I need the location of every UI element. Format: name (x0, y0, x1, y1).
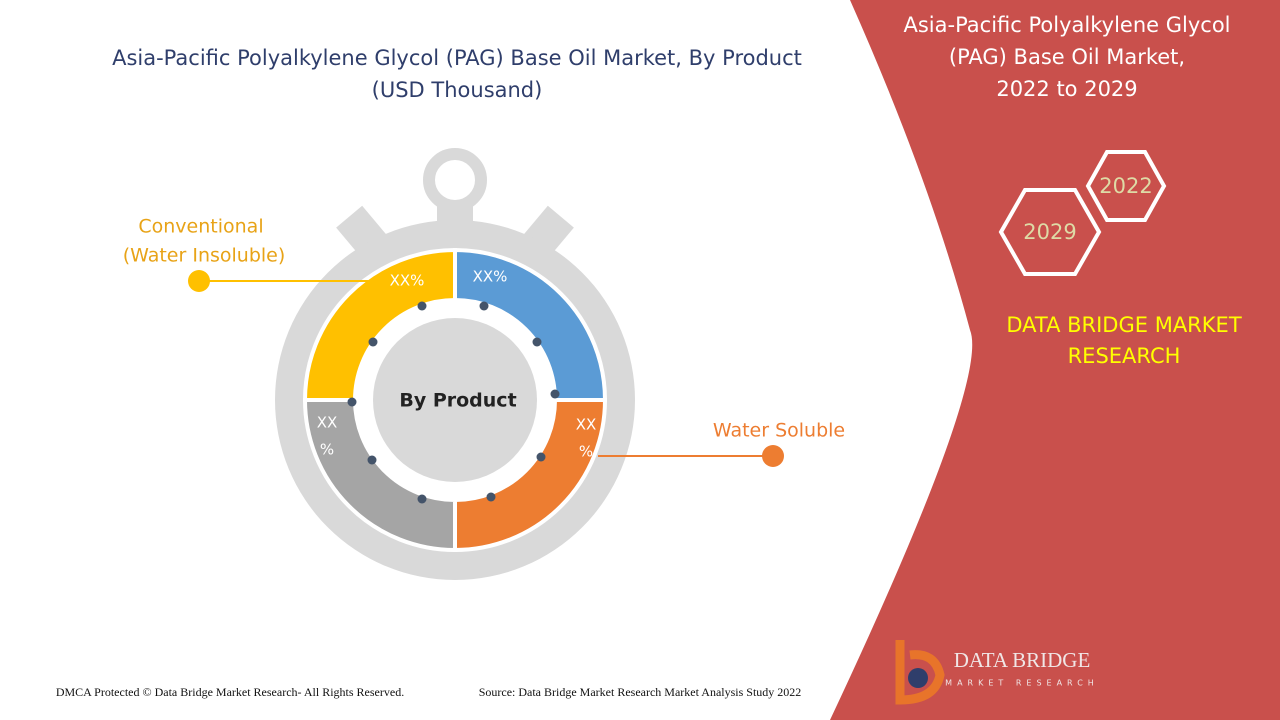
segment-label: XX% (390, 272, 425, 290)
brand-text: RESEARCH (1068, 344, 1181, 368)
panel-title: Asia-Pacific Polyalkylene Glycol (904, 13, 1231, 37)
segment-label: XX (317, 414, 338, 432)
year-label: 2029 (1023, 220, 1076, 244)
segment-label: XX (576, 416, 597, 434)
footer-copyright: DMCA Protected © Data Bridge Market Rese… (56, 685, 404, 699)
segment-label: % (320, 441, 334, 459)
year-label: 2022 (1099, 174, 1152, 198)
side-panel (830, 0, 1280, 720)
logo-name: DATA BRIDGE (954, 648, 1091, 672)
callout-dot (762, 445, 784, 467)
brand-text: DATA BRIDGE MARKET (1006, 313, 1241, 337)
footer-source: Source: Data Bridge Market Research Mark… (479, 685, 802, 699)
panel-title: (PAG) Base Oil Market, (949, 45, 1185, 69)
logo-tagline: MARKET RESEARCH (945, 679, 1099, 688)
stopwatch (275, 148, 635, 580)
hexagon (1085, 150, 1167, 222)
callout-dot (188, 270, 210, 292)
logo: DATA BRIDGE MARKET RESEARCH (895, 640, 1099, 705)
panel-title: 2022 to 2029 (996, 77, 1137, 101)
chart-title: Asia-Pacific Polyalkylene Glycol (PAG) B… (112, 46, 802, 70)
hexagon (998, 188, 1102, 276)
callout-label: Water Soluble (713, 420, 845, 442)
callout-label: (Water Insoluble) (123, 245, 286, 267)
center-label: By Product (399, 390, 516, 412)
segment-label: XX% (473, 268, 508, 286)
segment-label: % (579, 443, 593, 461)
chart-subtitle: (USD Thousand) (372, 78, 543, 102)
callout-label: Conventional (138, 216, 263, 238)
